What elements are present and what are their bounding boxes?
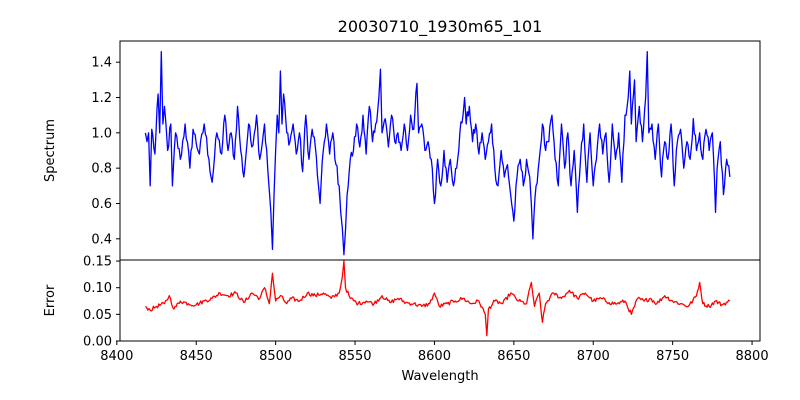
- error-plot-frame: [119, 259, 761, 342]
- x-tick-label: 8750: [656, 349, 689, 364]
- x-tick-label: 8650: [497, 349, 530, 364]
- spectrum-y-tick-label: 1.4: [91, 56, 112, 71]
- x-tick-label: 8700: [577, 349, 610, 364]
- error-panel: 0.00 0.05 0.10 0.15 Error 8400 8450 8500 8550 860…: [43, 255, 769, 364]
- x-tick-label: 8800: [736, 349, 769, 364]
- error-y-axis-label: Error: [43, 284, 58, 316]
- error-series-line: [144, 260, 731, 337]
- spectrum-y-tick-label: 0.6: [91, 197, 112, 212]
- spectrum-y-tick-label: 0.4: [91, 232, 112, 247]
- spectrum-series-line: [144, 50, 731, 256]
- spectrum-y-tick-label: 0.8: [91, 162, 112, 177]
- error-y-tick-label: 0.00: [83, 335, 112, 350]
- error-y-tick-label: 0.05: [83, 308, 112, 323]
- x-tick-label: 8450: [180, 349, 213, 364]
- spectrum-y-tick-label: 1.2: [91, 91, 112, 106]
- x-tick-label: 8550: [338, 349, 371, 364]
- spectrum-y-tick-label: 1.0: [91, 126, 112, 141]
- spectrum-y-axis-label: Spectrum: [43, 119, 58, 182]
- chart-title: 20030710_1930m65_101: [338, 17, 543, 37]
- error-y-tick-label: 0.10: [83, 281, 112, 296]
- spectrum-panel: 0.4 0.6 0.8 1.0 1.2 1.4 Spectrum: [43, 40, 761, 261]
- x-tick-label: 8500: [259, 349, 292, 364]
- error-y-tick-label: 0.15: [83, 255, 112, 270]
- x-tick-label: 8400: [100, 349, 133, 364]
- x-tick-label: 8600: [418, 349, 451, 364]
- x-axis-label: Wavelength: [401, 369, 478, 384]
